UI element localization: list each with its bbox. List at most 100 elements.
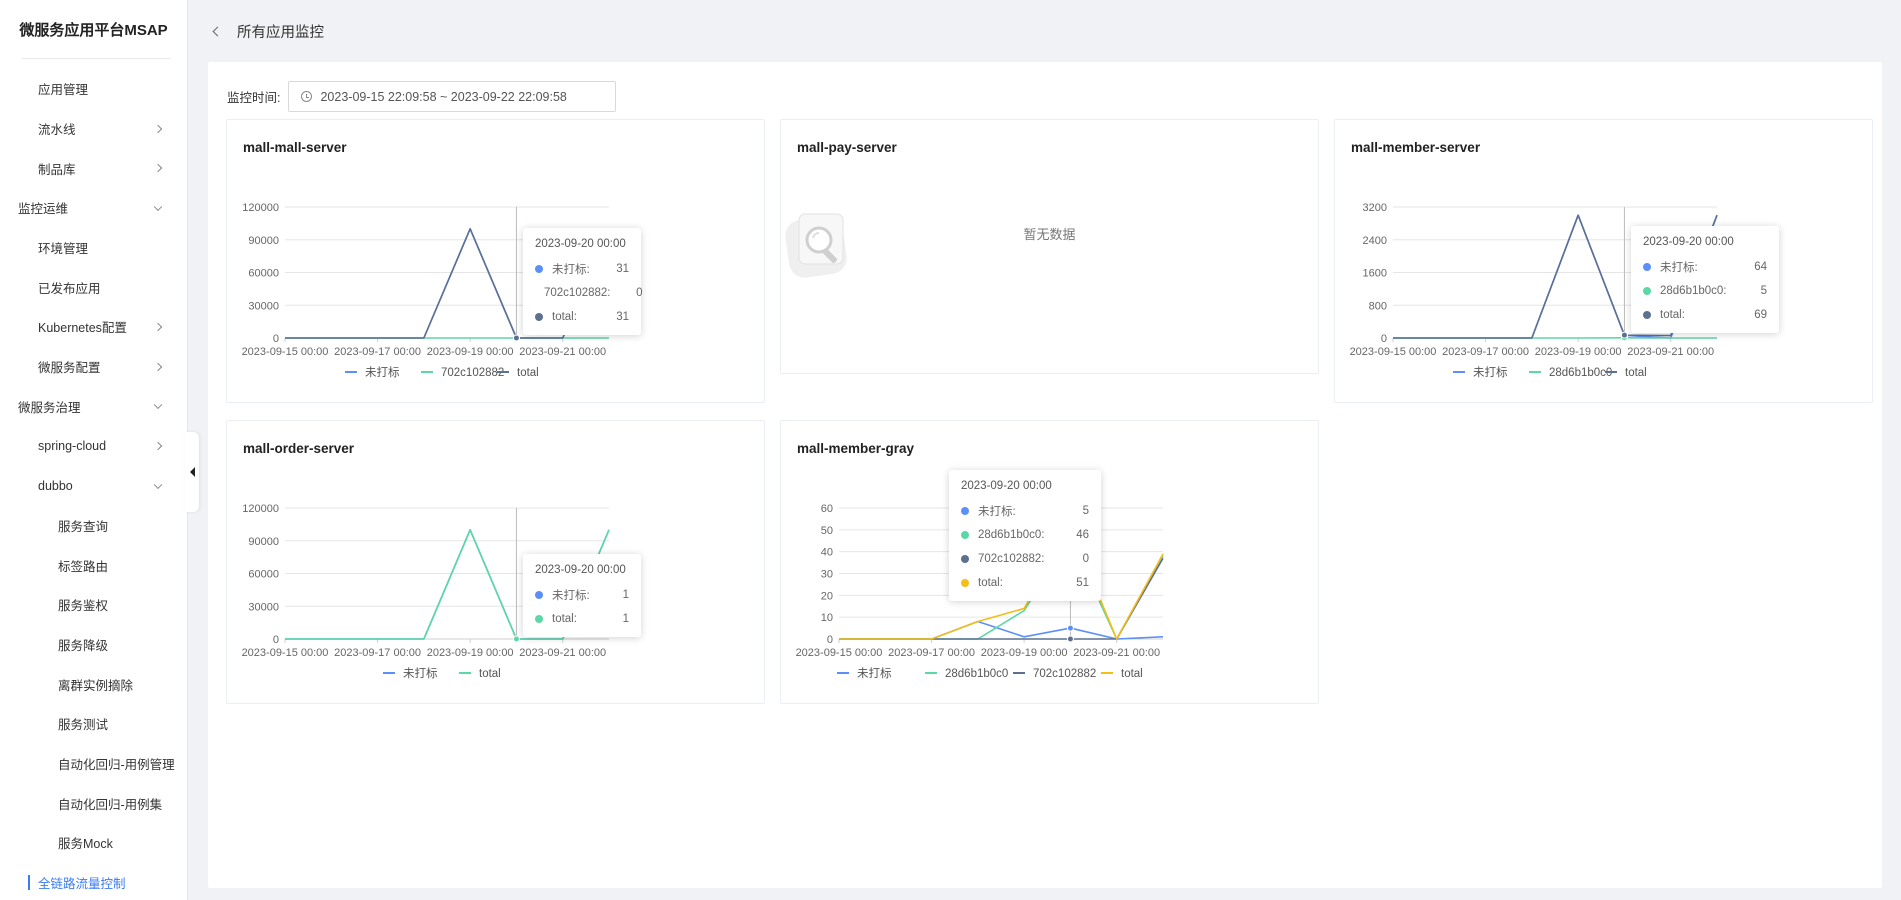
tooltip-title: 2023-09-20 00:00 bbox=[1643, 236, 1734, 248]
sidebar-item-label: 已发布应用 bbox=[38, 281, 101, 296]
sidebar-item[interactable]: 离群实例摘除 bbox=[0, 664, 187, 704]
chevron-right-icon bbox=[153, 124, 163, 133]
chart-card-mall-order-server: mall-order-server 0 30000 60000 90000 120000… bbox=[226, 420, 765, 704]
legend-label[interactable]: 702c102882 bbox=[1033, 668, 1096, 680]
tooltip-series-name: 28d6b1b0c0: bbox=[1660, 285, 1727, 297]
series-line bbox=[839, 526, 1164, 640]
sidebar-item[interactable]: 标签路由 bbox=[0, 545, 187, 585]
sidebar-item[interactable]: 服务测试 bbox=[0, 704, 187, 744]
sidebar-item[interactable]: 服务鉴权 bbox=[0, 585, 187, 625]
sidebar-item[interactable]: 应用管理 bbox=[0, 69, 187, 109]
data-point[interactable] bbox=[1066, 624, 1074, 632]
tooltip-series-name: 未打标: bbox=[978, 506, 1016, 518]
sidebar-item-label: 流水线 bbox=[38, 123, 76, 138]
chevron-down-icon bbox=[153, 480, 163, 489]
x-tick-label: 2023-09-15 00:00 bbox=[1350, 346, 1437, 358]
legend-label[interactable]: 未打标 bbox=[857, 666, 892, 680]
series-dot-icon bbox=[535, 615, 543, 623]
legend-label[interactable]: 702c102882 bbox=[441, 367, 504, 379]
sidebar-item[interactable]: 全链路流量控制 bbox=[0, 863, 187, 900]
sidebar: 微服务应用平台MSAP 应用管理 流水线 制品库 监控运维 环境管理 已发布应用 Kuber… bbox=[0, 0, 188, 900]
page-title: 所有应用监控 bbox=[237, 24, 324, 41]
legend-label[interactable]: 28d6b1b0c0 bbox=[945, 668, 1008, 680]
series-line bbox=[285, 529, 610, 640]
magnifier-empty-icon bbox=[785, 213, 847, 278]
y-tick-label: 30000 bbox=[248, 601, 279, 613]
chevron-right-icon bbox=[153, 362, 163, 371]
x-tick-label: 2023-09-21 00:00 bbox=[1627, 346, 1714, 358]
x-tick-label: 2023-09-19 00:00 bbox=[427, 647, 514, 659]
tooltip-series-value: 64 bbox=[1754, 261, 1767, 273]
tooltip-series-value: 5 bbox=[1082, 505, 1089, 517]
x-tick-label: 2023-09-21 00:00 bbox=[519, 647, 606, 659]
chart-card-mall-mall-server: mall-mall-server 0 30000 60000 90000 120000 2… bbox=[226, 119, 765, 403]
tooltip-row: 未打标: 31 bbox=[535, 257, 629, 281]
chart-title: mall-member-gray bbox=[797, 441, 915, 456]
sidebar-item[interactable]: 服务查询 bbox=[0, 506, 187, 546]
sidebar-item[interactable]: 自动化回归-用例集 bbox=[0, 783, 187, 823]
sidebar-item[interactable]: 服务降级 bbox=[0, 625, 187, 665]
sidebar-collapse-handle[interactable] bbox=[185, 432, 199, 512]
sidebar-item[interactable]: 已发布应用 bbox=[0, 267, 187, 307]
legend-label[interactable]: total bbox=[517, 367, 539, 379]
sidebar-item[interactable]: 自动化回归-用例管理 bbox=[0, 744, 187, 784]
tooltip-title: 2023-09-20 00:00 bbox=[535, 564, 626, 576]
sidebar-item[interactable]: 监控运维 bbox=[0, 188, 187, 228]
chart-card-mall-member-server: mall-member-server 0 800 1600 2400 3200 2023-… bbox=[1334, 119, 1873, 403]
y-tick-label: 60 bbox=[821, 503, 833, 515]
x-tick-label: 2023-09-21 00:00 bbox=[1073, 647, 1160, 659]
sidebar-item-label: 自动化回归-用例管理 bbox=[58, 758, 175, 773]
sidebar-item[interactable]: 服务Mock bbox=[0, 823, 187, 863]
series-line bbox=[1393, 214, 1718, 339]
sidebar-item[interactable]: 环境管理 bbox=[0, 228, 187, 268]
legend-label[interactable]: total bbox=[479, 668, 501, 680]
data-point[interactable] bbox=[512, 334, 520, 342]
y-tick-label: 0 bbox=[827, 634, 833, 646]
back-chevron-icon[interactable] bbox=[212, 26, 223, 36]
series-dot-icon bbox=[961, 531, 969, 539]
legend-label[interactable]: total bbox=[1625, 367, 1647, 379]
y-tick-label: 1600 bbox=[1363, 268, 1387, 280]
empty-state-text: 暂无数据 bbox=[1023, 227, 1076, 242]
tooltip-row: 未打标: 64 bbox=[1643, 255, 1767, 279]
tooltip-series-name: 未打标: bbox=[552, 264, 590, 276]
tooltip-series-name: total: bbox=[1660, 309, 1685, 321]
data-point[interactable] bbox=[1620, 331, 1628, 339]
sidebar-item[interactable]: 微服务配置 bbox=[0, 347, 187, 387]
y-tick-label: 2400 bbox=[1363, 235, 1387, 247]
chart-tooltip: 2023-09-20 00:00 未打标: 31 702c102882: 0 total:… bbox=[523, 228, 643, 335]
sidebar-item[interactable]: 制品库 bbox=[0, 148, 187, 188]
legend-label[interactable]: 未打标 bbox=[365, 365, 400, 379]
y-tick-label: 120000 bbox=[242, 202, 279, 214]
sidebar-item[interactable]: dubbo bbox=[0, 466, 187, 506]
empty-state: 暂无数据 bbox=[781, 210, 1318, 278]
sidebar-item-label: 离群实例摘除 bbox=[58, 678, 134, 693]
legend-label[interactable]: 未打标 bbox=[403, 666, 438, 680]
sidebar-item[interactable]: 流水线 bbox=[0, 109, 187, 149]
y-tick-label: 0 bbox=[273, 333, 279, 345]
tooltip-series-value: 1 bbox=[622, 613, 629, 625]
legend-label[interactable]: 28d6b1b0c0 bbox=[1549, 367, 1612, 379]
legend-label[interactable]: 未打标 bbox=[1473, 365, 1508, 379]
tooltip-series-name: 702c102882: bbox=[978, 553, 1045, 565]
x-tick-label: 2023-09-17 00:00 bbox=[888, 647, 975, 659]
tooltip-title: 2023-09-20 00:00 bbox=[535, 238, 626, 250]
tooltip-title: 2023-09-20 00:00 bbox=[961, 480, 1052, 492]
brand-divider bbox=[22, 58, 171, 59]
sidebar-item[interactable]: Kubernetes配置 bbox=[0, 307, 187, 347]
sidebar-item[interactable]: 微服务治理 bbox=[0, 387, 187, 427]
date-range-picker[interactable]: 2023-09-15 22:09:58 ~ 2023-09-22 22:09:5… bbox=[288, 81, 617, 112]
sidebar-item-label: 应用管理 bbox=[38, 83, 89, 98]
tooltip-series-value: 0 bbox=[636, 287, 643, 299]
series-dot-icon bbox=[535, 313, 543, 321]
sidebar-item[interactable]: spring-cloud bbox=[0, 426, 187, 466]
line-chart: 0 30000 60000 90000 120000 2023-09-15 00:00 20… bbox=[242, 503, 610, 680]
series-dot-icon bbox=[961, 555, 969, 563]
data-point[interactable] bbox=[512, 635, 520, 643]
date-range-value: 2023-09-15 22:09:58 ~ 2023-09-22 22:09:5… bbox=[320, 89, 567, 104]
tooltip-row: 702c102882: 0 bbox=[961, 547, 1089, 571]
x-tick-label: 2023-09-19 00:00 bbox=[981, 647, 1068, 659]
data-point[interactable] bbox=[1066, 635, 1074, 643]
series-dot-icon bbox=[535, 591, 543, 599]
legend-label[interactable]: total bbox=[1121, 668, 1143, 680]
